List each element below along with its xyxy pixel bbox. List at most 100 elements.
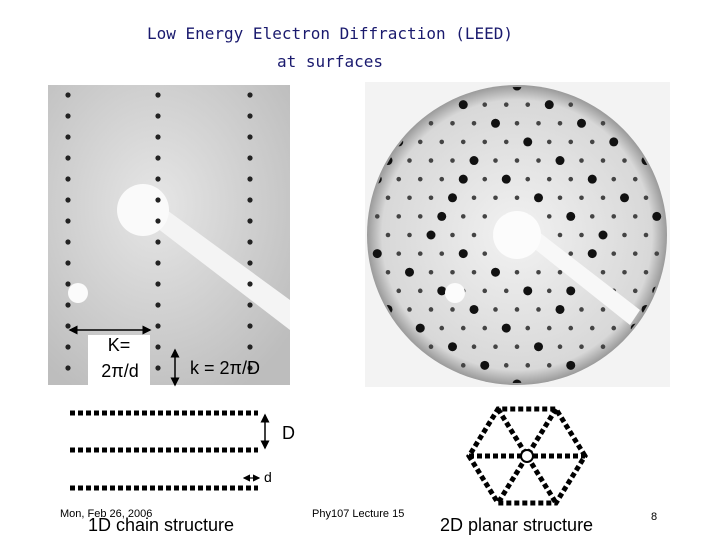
hex-center	[520, 449, 534, 463]
diffraction-spot	[428, 269, 434, 275]
diffraction-spot	[566, 286, 576, 296]
diffraction-spot	[482, 102, 488, 107]
diffraction-spot	[439, 139, 445, 145]
diffraction-spot	[600, 195, 606, 201]
diffraction-spot	[247, 218, 253, 224]
diffraction-spot	[708, 307, 713, 312]
diffraction-spot	[568, 139, 574, 145]
diffraction-spot	[555, 156, 565, 166]
diffraction-spot	[426, 230, 436, 240]
diffraction-spot	[546, 325, 552, 331]
diffraction-spot	[523, 286, 533, 296]
diffraction-spot	[546, 139, 552, 145]
hex-diagonal	[495, 407, 559, 505]
diffraction-spot	[437, 286, 447, 296]
diffraction-spot	[407, 307, 412, 312]
diffraction-spot	[482, 139, 488, 145]
diffraction-spot	[321, 233, 326, 238]
diffraction-spot	[65, 323, 71, 329]
diffraction-spot	[417, 176, 423, 182]
diffraction-spot	[439, 176, 445, 182]
diffraction-spot	[652, 211, 662, 221]
diffraction-spot	[428, 120, 434, 126]
diffraction-spot	[353, 140, 358, 145]
diffraction-spot	[471, 195, 477, 201]
diffraction-spot	[155, 344, 161, 350]
diffraction-spot	[396, 288, 402, 294]
diffraction-spot	[471, 344, 477, 350]
diffraction-spot	[568, 176, 574, 182]
diffraction-spot	[632, 288, 638, 294]
diffraction-spot	[428, 158, 434, 163]
diffraction-spot	[247, 239, 253, 245]
diffraction-spot	[536, 158, 541, 163]
diffraction-spot	[493, 307, 498, 312]
diffraction-spot	[514, 269, 520, 275]
diffraction-spot	[503, 102, 509, 107]
diffraction-spot	[353, 102, 358, 107]
diffraction-spot	[330, 100, 339, 109]
diffraction-spot	[65, 281, 71, 287]
diffraction-spot	[503, 363, 509, 368]
diffraction-spot	[557, 232, 563, 238]
diffraction-spot	[482, 214, 488, 219]
diffraction-spot	[155, 92, 161, 98]
diffraction-spot	[676, 326, 681, 331]
diffraction-spot	[587, 174, 597, 184]
diffraction-spot	[568, 251, 574, 256]
diffraction-spot	[450, 120, 455, 126]
diffraction-spot	[155, 302, 161, 308]
diffraction-spot	[687, 344, 692, 349]
diffraction-spot	[65, 197, 71, 203]
diffraction-spot	[491, 118, 500, 128]
diffraction-spot	[65, 155, 71, 161]
diffraction-spot	[697, 251, 702, 256]
diffraction-spot	[589, 325, 595, 331]
diffraction-spot	[676, 289, 681, 294]
page-number: 8	[651, 511, 657, 523]
diffraction-spot	[448, 193, 457, 203]
diffraction-spot	[247, 365, 253, 371]
diffraction-spot	[343, 270, 348, 275]
diffraction-spot	[643, 232, 649, 238]
diffraction-spot	[600, 344, 606, 350]
diffraction-spot	[503, 139, 509, 145]
diffraction-spot	[501, 174, 511, 184]
diffraction-spot	[247, 302, 253, 308]
diffraction-spot	[577, 118, 586, 128]
diffraction-spot	[353, 177, 358, 182]
diffraction-spot	[643, 195, 649, 201]
diffraction-spot	[708, 382, 713, 387]
diffraction-spot	[155, 260, 161, 266]
diffraction-spot	[300, 121, 305, 126]
diffraction-spot	[706, 342, 715, 351]
footer-course: Phy107 Lecture 15	[312, 508, 404, 520]
diffraction-spot	[611, 325, 617, 331]
diffraction-spot	[676, 363, 681, 368]
diffraction-spot	[525, 102, 531, 107]
chain-caption: 1D chain structure	[88, 515, 234, 535]
diffraction-spot	[697, 214, 702, 219]
diffraction-spot	[611, 251, 617, 256]
diffraction-spot	[372, 249, 382, 259]
diffraction-spot	[708, 233, 713, 238]
diffraction-spot	[247, 155, 253, 161]
diffraction-spot	[536, 120, 541, 126]
diffraction-spot	[300, 84, 305, 89]
diffraction-spot	[298, 156, 307, 165]
diffraction-spot	[321, 195, 326, 200]
diffraction-spot	[579, 307, 584, 312]
diffraction-spot	[65, 344, 71, 350]
diffraction-spot	[482, 288, 488, 294]
diffraction-spot	[480, 360, 490, 370]
diffraction-spot	[555, 304, 565, 314]
diffraction-spot	[247, 344, 253, 350]
diffraction-spot	[609, 137, 619, 147]
diffraction-spot	[566, 360, 576, 370]
diffraction-spot	[65, 239, 71, 245]
diffraction-spot	[319, 119, 328, 128]
diffraction-spot	[460, 363, 466, 368]
diffraction-spot	[568, 325, 574, 331]
diffraction-spot	[65, 92, 71, 98]
